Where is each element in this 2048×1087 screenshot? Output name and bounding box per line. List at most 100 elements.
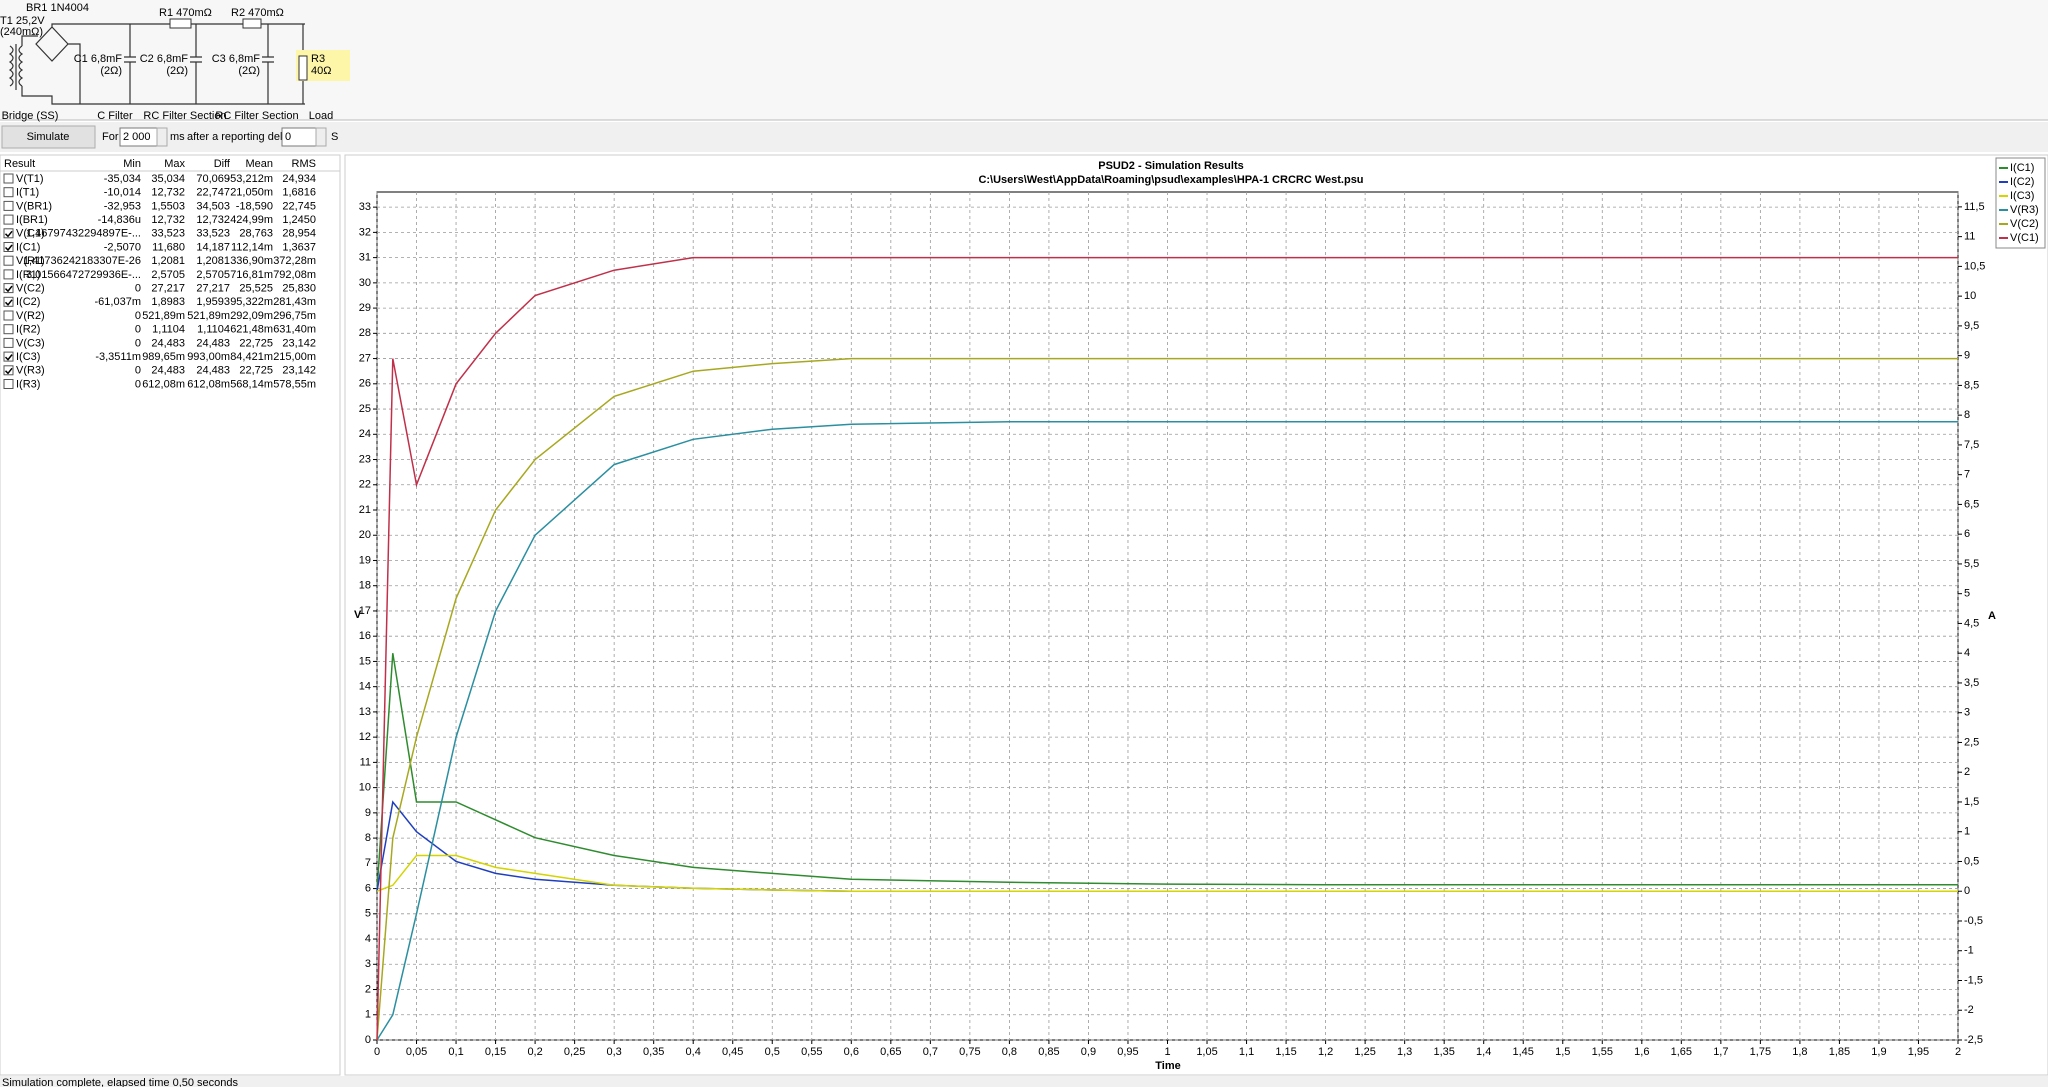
- column-header: Mean: [245, 158, 273, 170]
- y-tick-label: 19: [359, 554, 371, 566]
- result-value: 292,09m: [230, 310, 273, 322]
- result-value: -32,953: [104, 200, 141, 212]
- x-tick-label: 1,4: [1476, 1046, 1491, 1058]
- result-value: 84,421m: [230, 351, 273, 363]
- y-tick-label: 21: [359, 504, 371, 516]
- y2-tick-label: 2: [1964, 766, 1970, 778]
- x-tick-label: 1: [1164, 1046, 1170, 1058]
- x-tick-label: 1,9: [1871, 1046, 1886, 1058]
- row-checkbox[interactable]: [3, 173, 14, 184]
- bridge-label: BR1 1N4004: [26, 2, 89, 14]
- y2-tick-label: 7: [1964, 469, 1970, 481]
- checkmark: [4, 354, 13, 361]
- y2-tick-label: 9,5: [1964, 320, 1979, 332]
- simulate-button[interactable]: [1, 125, 96, 149]
- row-checkbox[interactable]: [3, 296, 14, 307]
- x-tick-label: 1,85: [1829, 1046, 1850, 1058]
- x-tick-label: 1,35: [1433, 1046, 1454, 1058]
- x-tick-label: 1,95: [1908, 1046, 1929, 1058]
- circuit-panel: BR1 1N4004 T1 25,2V (240mΩ) R1 470mΩ R2 …: [0, 0, 2048, 122]
- result-name: V(R2): [16, 310, 45, 322]
- duration-value[interactable]: 2 000: [123, 131, 151, 143]
- row-checkbox[interactable]: [3, 200, 14, 211]
- result-value: 33,523: [151, 228, 185, 240]
- result-value: 28,954: [282, 228, 316, 240]
- result-value: 716,81m: [230, 269, 273, 281]
- result-value: 28,763: [239, 228, 273, 240]
- row-checkbox[interactable]: [3, 242, 14, 252]
- y-tick-label: 22: [359, 479, 371, 491]
- y2-tick-label: 5: [1964, 588, 1970, 600]
- section-label: RC Filter Section: [215, 110, 298, 122]
- checkmark: [4, 299, 13, 306]
- delay-value[interactable]: 0: [285, 131, 291, 143]
- row-checkbox[interactable]: [3, 379, 14, 389]
- y2-tick-label: 10,5: [1964, 260, 1985, 272]
- section-label: RC Filter Section: [143, 110, 226, 122]
- x-tick-label: 0: [374, 1046, 380, 1058]
- row-checkbox[interactable]: [3, 228, 14, 239]
- row-checkbox[interactable]: [3, 255, 14, 266]
- duration-spinner[interactable]: [156, 127, 168, 147]
- row-checkbox[interactable]: [3, 337, 14, 348]
- result-value: 612,08m: [187, 378, 230, 390]
- row-checkbox[interactable]: [3, 310, 14, 321]
- x-tick-label: 1,25: [1354, 1046, 1375, 1058]
- delay-label: after a reporting delay of: [187, 131, 307, 143]
- row-checkbox[interactable]: [3, 214, 14, 225]
- series-line: [376, 854, 1958, 892]
- result-value: 11,680: [152, 241, 185, 253]
- y2-tick-label: -2: [1964, 1004, 1974, 1016]
- row-checkbox[interactable]: [3, 324, 14, 335]
- row-checkbox[interactable]: [3, 283, 14, 294]
- result-value: 631,40m: [273, 324, 316, 336]
- duration-unit: ms: [170, 131, 185, 143]
- y2-tick-label: 10: [1964, 290, 1976, 302]
- simulate-button-label[interactable]: Simulate: [27, 131, 70, 143]
- result-value: 521,89m: [187, 310, 230, 322]
- row-checkbox[interactable]: [3, 187, 14, 198]
- row-checkbox[interactable]: [3, 365, 14, 376]
- result-value: 22,725: [239, 337, 273, 349]
- result-value: 1,2450: [282, 214, 316, 226]
- y-tick-label: 32: [359, 226, 371, 238]
- results-panel: [0, 154, 341, 1076]
- y-tick-label: 16: [359, 630, 371, 642]
- result-value: 1,9593: [196, 296, 230, 308]
- delay-spinner[interactable]: [315, 127, 327, 147]
- x-tick-label: 1,2: [1318, 1046, 1333, 1058]
- y2-tick-label: 0: [1964, 885, 1970, 897]
- result-name: I(T1): [16, 187, 39, 199]
- result-value: 989,65m: [142, 351, 185, 363]
- y2-tick-label: 4: [1964, 647, 1970, 659]
- y2-tick-label: 9: [1964, 350, 1970, 362]
- row-checkbox[interactable]: [3, 269, 14, 280]
- result-value: 0: [135, 324, 141, 336]
- result-value: 0: [135, 337, 141, 349]
- result-value: -14,836u: [98, 214, 141, 226]
- column-header: Min: [123, 158, 141, 170]
- c3-label: C3 6,8mF: [212, 53, 261, 65]
- result-value: 27,217: [151, 283, 185, 295]
- result-name: V(R3): [16, 365, 45, 377]
- result-value: 0: [135, 365, 141, 377]
- section-label: Bridge (SS): [2, 110, 59, 122]
- result-value: 0: [135, 310, 141, 322]
- y2-tick-label: 7,5: [1964, 439, 1979, 451]
- y-tick-label: 5: [365, 908, 371, 920]
- delay-unit: S: [331, 131, 338, 143]
- y2-tick-label: 5,5: [1964, 558, 1979, 570]
- result-value: 568,14m: [230, 378, 273, 390]
- status-text: Simulation complete, elapsed time 0,50 s…: [2, 1077, 239, 1087]
- x-tick-label: 1,8: [1792, 1046, 1807, 1058]
- y-tick-label: 14: [359, 681, 371, 693]
- y-tick-label: 25: [359, 403, 371, 415]
- x-tick-label: 1,6: [1634, 1046, 1649, 1058]
- chart-subtitle: C:\Users\West\AppData\Roaming\psud\examp…: [978, 174, 1363, 186]
- c2-label: (2Ω): [166, 65, 188, 77]
- result-value: -53,212m: [227, 173, 273, 185]
- row-checkbox[interactable]: [3, 351, 14, 362]
- x-tick-label: 0,4: [686, 1046, 701, 1058]
- y-tick-label: 17: [359, 605, 371, 617]
